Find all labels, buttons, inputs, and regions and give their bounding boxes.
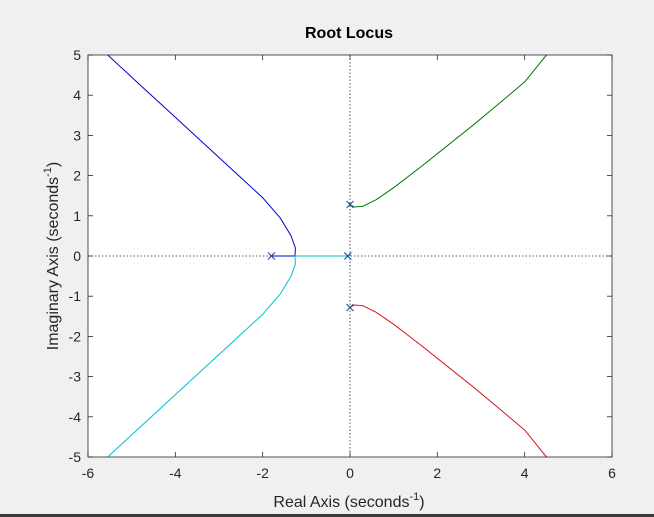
y-tick-label: -1 [69,288,82,304]
pole-marker [346,303,354,312]
x-tick-label: 4 [521,465,529,481]
x-tick-label: -6 [82,465,95,481]
y-tick-label: -2 [69,328,82,344]
y-tick-label: 4 [73,87,81,103]
x-tick-label: 6 [608,465,616,481]
locus-branch-4 [349,304,547,458]
x-axis-label-sup: -1 [409,491,419,503]
y-tick-label: -3 [69,369,82,385]
pole-marker [343,252,352,260]
x-axis-label-end: ) [419,494,424,511]
pole-marker [267,252,276,260]
y-tick-label: 3 [73,127,81,143]
x-axis-label-main: Real Axis (seconds [273,494,409,511]
axes-layer [88,55,612,457]
y-tick-label: -4 [69,409,82,425]
y-axis-label: Imaginary Axis (seconds-1) [42,162,62,351]
y-axis-label-main: Imaginary Axis (seconds [45,177,62,350]
pole-markers [267,200,354,312]
y-tick-label: -5 [69,449,82,465]
x-tick-label: -2 [256,465,269,481]
y-tick-label: 0 [73,248,81,264]
x-tick-label: 2 [433,465,441,481]
locus-branch-3 [349,54,547,208]
y-tick-label: 5 [73,47,81,63]
y-axis-label-end: ) [45,162,62,167]
tick-marks [87,54,613,458]
locus-branch-1 [107,54,296,257]
x-tick-label: -4 [169,465,182,481]
tick-labels: -6 -4 -2 0 2 4 6 -5 -4 -3 -2 -1 0 1 2 3 4 5 [69,47,617,481]
window-bottom-border [0,514,654,517]
y-tick-label: 2 [73,168,81,184]
pole-marker [346,200,354,209]
series-layer [107,54,547,458]
x-tick-label: 0 [346,465,354,481]
y-tick-label: 1 [73,208,81,224]
locus-branch-2 [107,255,348,458]
chart-title: Root Locus [305,25,393,42]
y-axis-label-sup: -1 [42,167,54,177]
x-axis-label: Real Axis (seconds-1) [273,491,424,511]
